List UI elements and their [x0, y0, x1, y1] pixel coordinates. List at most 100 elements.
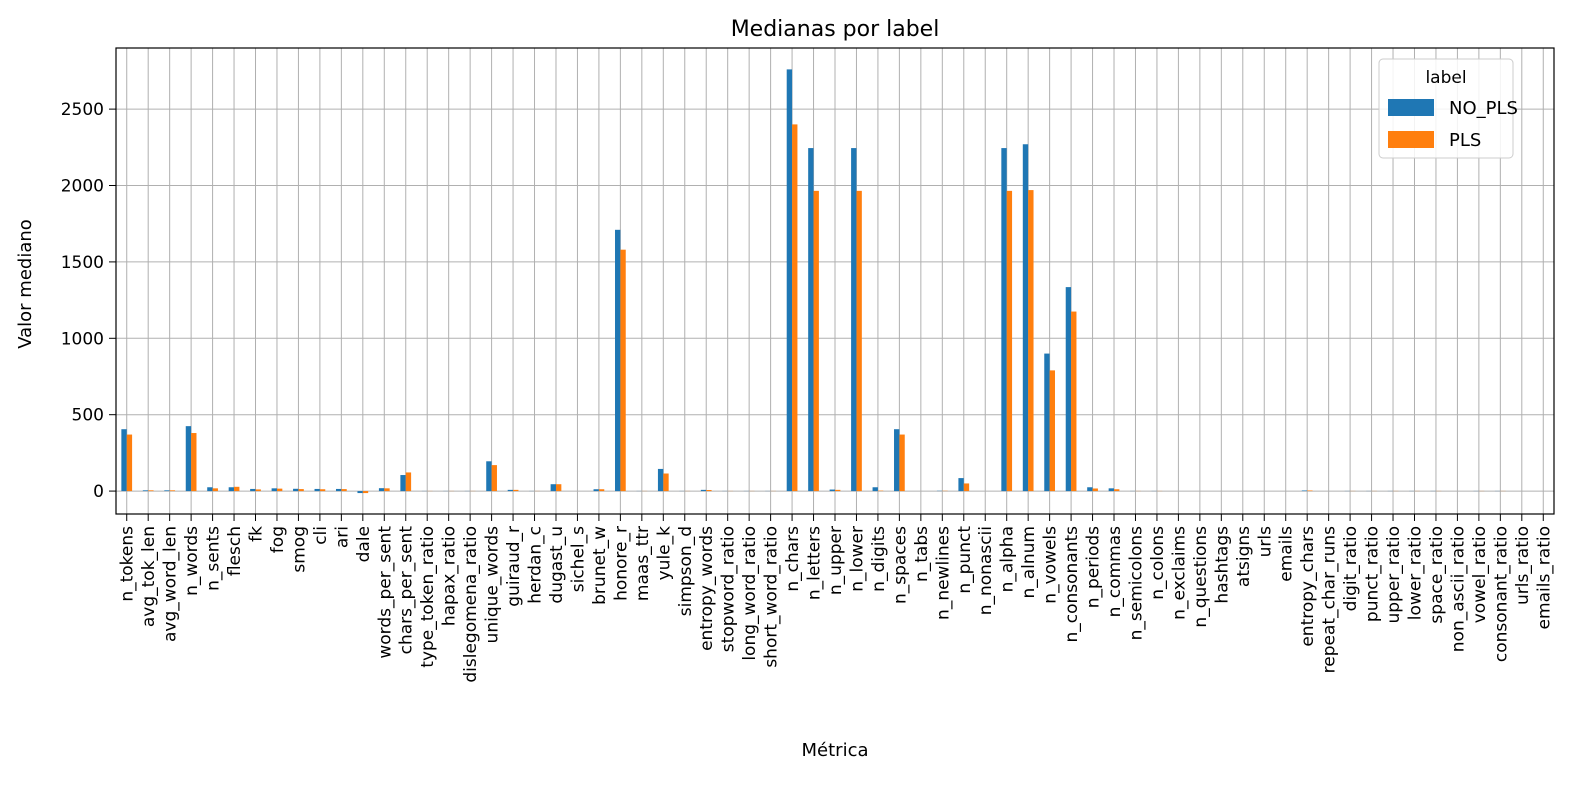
x-tick-label: urls_ratio — [1513, 526, 1533, 605]
x-tick-label: fog — [268, 526, 288, 553]
bar-no-pls — [1001, 148, 1006, 491]
bar-pls — [513, 490, 518, 491]
x-tick-label: words_per_sent — [375, 526, 395, 659]
bar-no-pls — [379, 488, 384, 491]
bar-pls — [899, 435, 904, 492]
x-tick-label: n_vowels — [1041, 526, 1061, 604]
chart-title: Medianas por label — [731, 17, 940, 42]
x-tick-label: n_letters — [805, 526, 825, 600]
bar-no-pls — [508, 490, 513, 491]
x-tick-label: stopword_ratio — [719, 526, 739, 652]
x-tick-label: n_semicolons — [1126, 526, 1146, 641]
bar-pls — [663, 474, 668, 492]
bar-no-pls — [551, 484, 556, 491]
bar-no-pls — [336, 489, 341, 491]
bar-no-pls — [851, 148, 856, 491]
bar-no-pls — [143, 490, 148, 491]
legend-label: PLS — [1449, 130, 1481, 151]
x-tick-label: fk — [247, 526, 267, 542]
x-tick-label: unique_words — [483, 526, 503, 644]
bar-pls — [1114, 489, 1119, 491]
x-tick-label: n_digits — [869, 526, 889, 592]
bar-no-pls — [958, 478, 963, 491]
bar-no-pls — [830, 490, 835, 492]
bar-no-pls — [873, 487, 878, 491]
x-tick-label: hashtags — [1212, 526, 1232, 604]
x-tick-label: avg_tok_len — [139, 526, 159, 627]
x-tick-label: long_word_ratio — [740, 526, 760, 661]
bar-pls — [706, 490, 711, 491]
bar-pls — [599, 489, 604, 491]
x-tick-label: n_alpha — [998, 526, 1018, 592]
x-tick-label: emails — [1277, 526, 1297, 582]
x-tick-label: atsigns — [1234, 526, 1254, 587]
x-tick-label: urls — [1255, 526, 1275, 557]
x-tick-label: honore_r — [611, 526, 631, 601]
x-tick-label: repeat_char_runs — [1320, 526, 1340, 673]
bar-no-pls — [250, 489, 255, 491]
bar-pls — [234, 487, 239, 491]
x-tick-label: n_words — [182, 526, 202, 596]
x-tick-label: smog — [289, 526, 309, 573]
bar-pls — [127, 435, 132, 492]
x-tick-label: n_exclaims — [1169, 526, 1189, 620]
bar-pls — [1007, 191, 1012, 491]
x-tick-label: digit_ratio — [1341, 526, 1361, 611]
x-tick-label: n_upper — [826, 526, 846, 595]
x-tick-label: space_ratio — [1427, 526, 1447, 624]
x-tick-label: hapax_ratio — [440, 526, 460, 626]
x-tick-label: upper_ratio — [1384, 526, 1404, 624]
y-tick-label: 2500 — [61, 100, 104, 120]
bar-pls — [1093, 488, 1098, 491]
bar-no-pls — [357, 491, 362, 493]
bar-no-pls — [229, 487, 234, 491]
legend-swatch — [1388, 99, 1434, 116]
x-tick-label: n_nonascii — [976, 526, 996, 615]
bar-pls — [792, 124, 797, 491]
x-tick-label: lower_ratio — [1405, 526, 1425, 620]
bar-no-pls — [315, 489, 320, 491]
x-tick-label: n_colons — [1148, 526, 1168, 600]
x-tick-label: sichel_s — [568, 526, 588, 592]
x-tick-label: maas_ttr — [633, 526, 653, 601]
x-tick-label: entropy_words — [697, 526, 717, 651]
y-tick-label: 500 — [72, 406, 104, 426]
bar-no-pls — [615, 230, 620, 491]
bar-no-pls — [1023, 144, 1028, 491]
bar-pls — [298, 489, 303, 491]
bar-pls — [556, 484, 561, 491]
bar-pls — [406, 472, 411, 491]
x-tick-label: n_tokens — [118, 526, 138, 602]
y-tick-label: 1500 — [61, 253, 104, 273]
x-tick-label: emails_ratio — [1534, 526, 1554, 629]
y-tick-label: 1000 — [61, 329, 104, 349]
bar-no-pls — [894, 429, 899, 491]
x-tick-label: consonant_ratio — [1491, 526, 1511, 662]
x-tick-label: n_commas — [1105, 526, 1125, 618]
x-tick-label: yule_k — [654, 526, 674, 581]
bar-pls — [320, 489, 325, 491]
bar-pls — [1028, 190, 1033, 491]
bar-no-pls — [1109, 488, 1114, 491]
x-tick-label: n_questions — [1191, 526, 1211, 628]
x-tick-label: n_punct — [955, 526, 975, 594]
bar-no-pls — [658, 469, 663, 491]
grid — [116, 48, 1554, 514]
x-tick-label: ari — [332, 526, 352, 548]
bar-pls — [213, 488, 218, 491]
bar-pls — [256, 489, 261, 491]
x-tick-label: dale — [354, 526, 374, 562]
x-tick-label: avg_word_len — [161, 526, 181, 642]
bar-pls — [341, 489, 346, 491]
bar-no-pls — [486, 461, 491, 491]
x-tick-label: n_lower — [847, 526, 867, 592]
bar-no-pls — [1302, 490, 1307, 491]
x-tick-label: dislegomena_ratio — [461, 526, 481, 683]
bar-pls — [835, 490, 840, 491]
x-tick-label: n_tabs — [912, 526, 932, 582]
bar-pls — [1050, 370, 1055, 491]
x-tick-label: entropy_chars — [1298, 526, 1318, 647]
x-tick-label: simpson_d — [676, 526, 696, 616]
x-tick-label: type_token_ratio — [418, 526, 438, 668]
bar-no-pls — [293, 489, 298, 491]
